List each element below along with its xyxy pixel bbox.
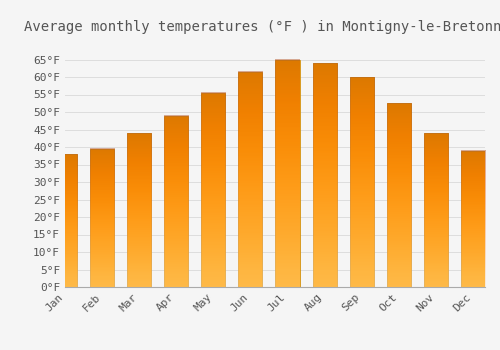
Bar (350, 77, 374, 287)
Bar (127, 133, 151, 287)
Bar (386, 103, 411, 287)
Title: Average monthly temperatures (°F ) in Montigny-le-Bretonneux: Average monthly temperatures (°F ) in Mo… (24, 20, 500, 34)
Bar (424, 133, 448, 287)
Bar (202, 93, 226, 287)
Bar (312, 63, 336, 287)
Bar (90, 149, 114, 287)
Bar (276, 60, 299, 287)
Bar (461, 150, 485, 287)
Bar (238, 72, 262, 287)
Bar (53, 154, 77, 287)
Bar (164, 116, 188, 287)
